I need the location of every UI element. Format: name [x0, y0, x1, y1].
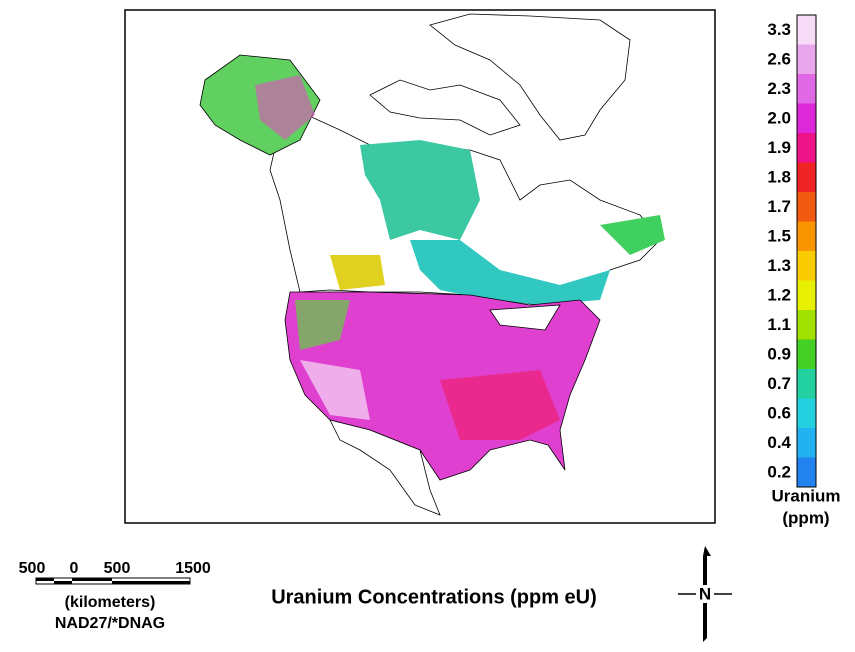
legend-label: 0.2 — [767, 463, 791, 482]
north-label: N — [699, 584, 711, 603]
canada-survey-prairie — [330, 255, 385, 290]
scale-bar: 500 0 500 1500 — [19, 560, 211, 585]
alaska-high — [255, 75, 315, 140]
legend-swatch — [797, 162, 816, 193]
us-southeast — [440, 370, 560, 440]
legend-label: 0.4 — [767, 433, 791, 452]
legend-label: 2.0 — [767, 109, 791, 128]
legend-label: 1.3 — [767, 256, 791, 275]
legend-swatch — [797, 280, 816, 311]
legend-swatch — [797, 310, 816, 340]
legend-label: 0.7 — [767, 374, 791, 393]
legend-swatch — [797, 133, 816, 163]
scale-tick-label: 500 — [104, 560, 131, 577]
greenland — [429, 13, 631, 141]
legend-label: 2.6 — [767, 50, 791, 69]
legend-swatch — [797, 74, 816, 104]
legend-swatch — [797, 457, 816, 488]
scale-bar-segment — [112, 581, 190, 584]
legend-label: 0.6 — [767, 404, 791, 423]
scale-unit: (kilometers) — [65, 594, 156, 611]
legend-label: 1.1 — [767, 315, 791, 334]
legend-swatch — [797, 398, 816, 429]
legend-label: 1.2 — [767, 286, 791, 305]
scale-tick-label: 1500 — [175, 560, 211, 577]
scale-datum: NAD27/*DNAG — [55, 615, 165, 632]
canada-survey-south — [410, 240, 610, 305]
great-lakes — [489, 304, 561, 331]
map-body — [199, 13, 665, 516]
legend-label: 0.9 — [767, 345, 791, 364]
legend-frame — [796, 14, 817, 488]
legend-swatch — [797, 15, 816, 45]
scale-bar-segment — [36, 578, 54, 581]
legend-swatch — [797, 44, 816, 75]
us-southwest — [300, 360, 370, 420]
legend-title: Uranium — [772, 486, 841, 505]
canada-survey-east — [600, 215, 665, 255]
legend-label: 1.7 — [767, 197, 791, 216]
canada-survey-north — [360, 140, 480, 240]
legend-swatch — [797, 251, 816, 281]
us-northwest — [295, 300, 350, 350]
legend-swatch — [797, 339, 816, 370]
scale-tick-label: 0 — [70, 560, 79, 577]
legend-label: 2.3 — [767, 79, 791, 98]
mexico — [329, 419, 441, 516]
legend-unit: (ppm) — [782, 508, 829, 527]
legend: 3.3 2.6 2.3 2.0 1.9 1.8 1.7 1.5 1.3 1.2 1.1 0.9 0.7 0… — [767, 14, 817, 488]
scale-tick-label: 500 — [19, 560, 46, 577]
scale-bar-segment — [54, 581, 72, 584]
legend-swatch — [797, 428, 816, 458]
legend-label: 1.9 — [767, 138, 791, 157]
arctic-islands — [369, 79, 521, 136]
scale-bar-segment — [72, 578, 112, 581]
legend-swatch — [797, 369, 816, 399]
legend-swatch — [797, 103, 816, 134]
map-title: Uranium Concentrations (ppm eU) — [271, 586, 597, 608]
legend-label: 3.3 — [767, 20, 791, 39]
north-arrow — [678, 546, 732, 642]
legend-swatch — [797, 221, 816, 252]
legend-swatch — [797, 192, 816, 222]
legend-label: 1.8 — [767, 168, 791, 187]
legend-label: 1.5 — [767, 227, 791, 246]
